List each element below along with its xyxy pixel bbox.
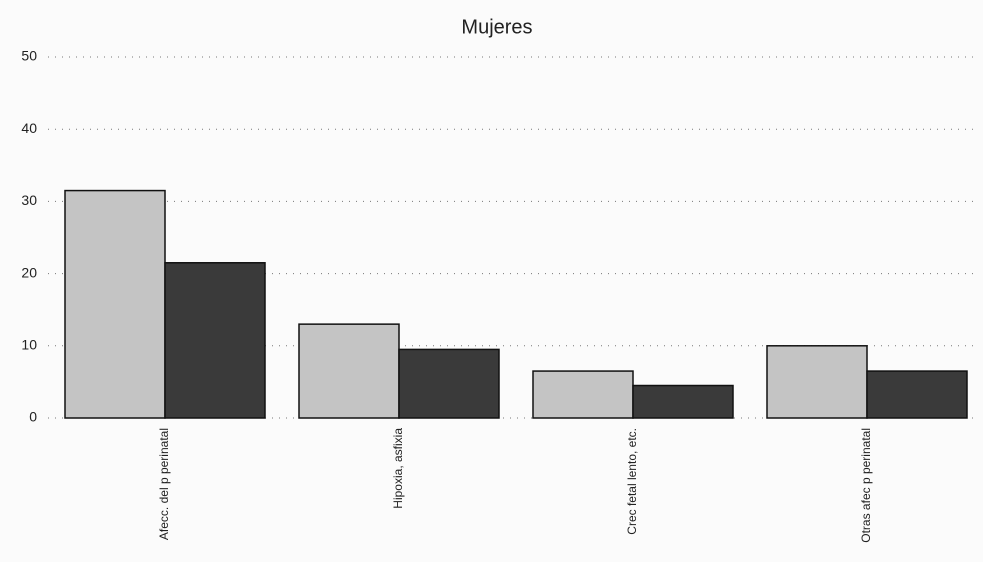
bar (298, 323, 400, 419)
y-tick-label: 20 (21, 264, 37, 280)
bar (164, 262, 266, 419)
bar (766, 345, 868, 419)
bar (632, 384, 734, 419)
y-tick-label: 10 (21, 337, 37, 353)
y-tick-label: 30 (21, 192, 37, 208)
chart-title: Mujeres (461, 16, 532, 38)
bar (398, 348, 500, 419)
y-tick-label: 50 (21, 48, 37, 64)
y-tick-label: 40 (21, 120, 37, 136)
bar (866, 370, 968, 419)
bar (64, 189, 166, 419)
x-tick-label: Hipoxia, asfixia (391, 428, 405, 509)
x-tick-label: Otras afec p perinatal (859, 428, 873, 543)
bar (532, 370, 634, 419)
x-tick-label: Crec fetal lento, etc. (625, 428, 639, 535)
x-tick-label: Afecc. del p perinatal (157, 428, 171, 540)
y-tick-label: 0 (29, 409, 37, 425)
